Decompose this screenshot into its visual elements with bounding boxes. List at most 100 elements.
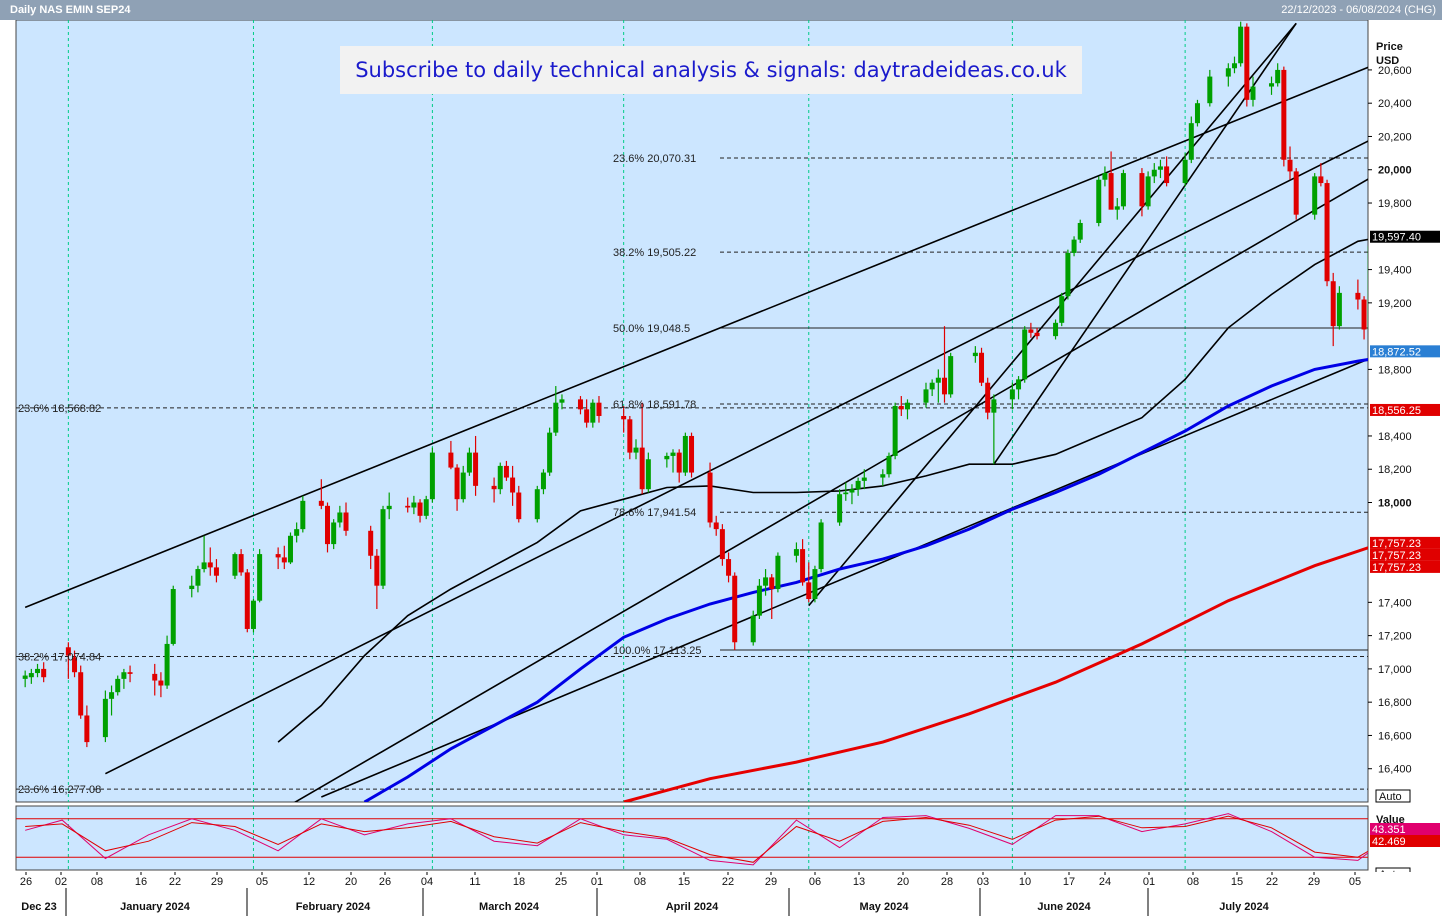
x-tick-label: 13 xyxy=(853,876,865,888)
candle xyxy=(1207,69,1213,107)
candle xyxy=(1330,272,1336,347)
candle-body xyxy=(1157,166,1163,170)
oscillator-value-bg xyxy=(1370,835,1440,847)
price-tag: 18,872.52 xyxy=(1370,345,1440,358)
y-tick-label: 19,800 xyxy=(1378,198,1412,210)
candle-body xyxy=(41,668,47,678)
month-label: July 2024 xyxy=(1219,901,1269,913)
price-tag: 17,757.23 xyxy=(1370,560,1440,574)
candle xyxy=(1102,166,1108,187)
candle-body xyxy=(28,673,34,678)
candle-body xyxy=(948,356,954,395)
price-tag-bg xyxy=(1370,560,1440,573)
candle xyxy=(127,665,133,683)
candle-body xyxy=(732,575,738,643)
candle xyxy=(935,369,941,403)
y-tick-label: 17,400 xyxy=(1378,597,1412,609)
candle-body xyxy=(503,465,509,478)
candle-body xyxy=(473,452,479,486)
candle-body xyxy=(1145,176,1151,207)
x-tick-label: 08 xyxy=(1187,876,1199,888)
candle xyxy=(843,482,849,501)
candle-body xyxy=(664,455,670,460)
candle-body xyxy=(1065,252,1071,297)
candle xyxy=(1151,163,1157,184)
candle xyxy=(460,465,466,503)
candle xyxy=(719,524,725,566)
candle-body xyxy=(250,600,256,629)
candle xyxy=(664,452,670,468)
candle xyxy=(670,449,676,473)
candle-body xyxy=(1225,68,1231,77)
candle xyxy=(898,396,904,416)
candle-body xyxy=(454,467,460,500)
candle-body xyxy=(300,500,306,530)
fib-level-label: 38.2% 17,074.84 xyxy=(18,651,101,663)
candle xyxy=(756,579,762,619)
price-tag-bg xyxy=(1370,230,1440,243)
candle xyxy=(1367,246,1368,330)
promo-banner[interactable]: Subscribe to daily technical analysis & … xyxy=(340,46,1082,94)
candle-body xyxy=(972,352,978,357)
x-tick-label: 29 xyxy=(1308,876,1320,888)
candle xyxy=(769,574,775,619)
candle-body xyxy=(682,435,688,473)
candle-body xyxy=(232,554,238,576)
candle-body xyxy=(1361,299,1367,330)
candle xyxy=(682,432,688,476)
candle-body xyxy=(417,502,423,516)
candle-body xyxy=(1355,292,1361,300)
candle xyxy=(380,505,386,590)
y-tick-label: 16,800 xyxy=(1378,697,1412,709)
date-axis-bg xyxy=(0,872,1442,916)
candle xyxy=(886,452,892,478)
candle xyxy=(300,495,306,533)
candle xyxy=(287,532,293,565)
oscillator-d-line xyxy=(25,815,1368,863)
candle xyxy=(1182,153,1188,187)
x-tick-label: 26 xyxy=(20,876,32,888)
price-tag-label: 18,872.52 xyxy=(1372,346,1421,358)
candle-body xyxy=(337,512,343,523)
candle xyxy=(244,569,250,633)
candle xyxy=(84,705,90,748)
fib-level-label: 61.8% 18,591.78 xyxy=(613,399,696,411)
candle-body xyxy=(1188,123,1194,160)
oscillator-value-tag: 42.469 xyxy=(1370,835,1440,848)
candle-body xyxy=(1231,63,1237,69)
oscillator-value-label: 43.351 xyxy=(1372,824,1406,836)
candle xyxy=(1120,169,1126,210)
candle xyxy=(331,519,337,550)
candle xyxy=(559,394,565,410)
candle xyxy=(1145,171,1151,210)
candle xyxy=(281,545,287,570)
candle xyxy=(837,489,843,526)
candle xyxy=(800,539,806,586)
candle xyxy=(861,469,867,490)
candle xyxy=(1293,168,1299,220)
candle-body xyxy=(294,529,300,536)
candle-body xyxy=(121,672,127,679)
candle xyxy=(1034,327,1040,340)
axis-unit: USD xyxy=(1376,55,1399,67)
candle-body xyxy=(577,399,583,410)
candle-body xyxy=(775,555,781,590)
price-tag-label: 17,757.23 xyxy=(1372,562,1421,574)
candle xyxy=(429,447,435,503)
candle xyxy=(1312,173,1318,220)
chart-canvas[interactable]: 23.6% 20,070.31 38.2% 19,505.22 50.0% 19,0… xyxy=(0,20,1442,916)
candle xyxy=(689,432,695,478)
x-tick-label: 12 xyxy=(303,876,315,888)
auto-scale-button[interactable]: Auto xyxy=(1375,789,1411,803)
candle xyxy=(275,547,281,570)
y-tick-label: 17,200 xyxy=(1378,631,1412,643)
candle xyxy=(553,386,559,436)
candle xyxy=(1225,63,1231,87)
candle-body xyxy=(331,522,337,545)
candle-body xyxy=(1244,26,1250,100)
candle xyxy=(707,462,713,528)
candle-body xyxy=(991,399,997,413)
candle xyxy=(713,515,719,536)
candle xyxy=(633,439,639,460)
candle xyxy=(726,552,732,583)
